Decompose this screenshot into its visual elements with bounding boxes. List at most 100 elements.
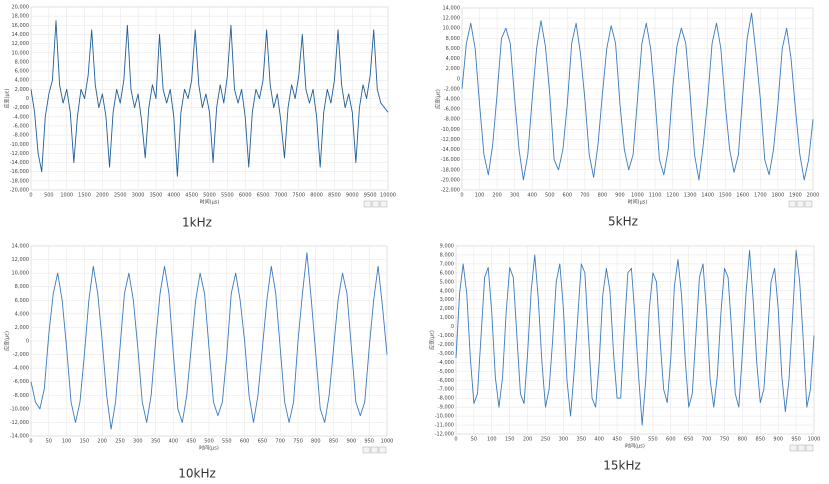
x-tick-label: 2000 (96, 193, 109, 199)
x-tick-label: 250 (541, 437, 551, 443)
x-tick-label: 200 (97, 439, 107, 445)
y-tick-label: -8,000 (13, 393, 29, 399)
x-tick-label: 2500 (114, 193, 127, 199)
x-axis-label: 时间(μs) (199, 445, 219, 452)
y-tick-label: 10,000 (12, 50, 30, 56)
x-tick-label: 1000 (808, 437, 821, 443)
y-tick-label: -18,000 (441, 167, 460, 173)
y-tick-label: -12,000 (10, 420, 29, 426)
x-tick-label: 600 (666, 437, 676, 443)
y-tick-label: 18,000 (12, 14, 30, 20)
y-tick-label: -3,000 (438, 351, 454, 357)
y-tick-label: -14,000 (10, 434, 29, 440)
y-axis-label: 应变(με) (435, 89, 442, 109)
x-tick-label: 600 (240, 439, 250, 445)
y-tick-label: 6,000 (446, 46, 460, 52)
y-tick-label: 8,000 (446, 36, 460, 42)
chart-caption: 5kHz (608, 215, 638, 229)
y-tick-label: 10,000 (12, 271, 30, 277)
x-tick-label: 900 (347, 439, 357, 445)
x-tick-label: 800 (738, 437, 748, 443)
toolbar-button (379, 200, 388, 208)
toolbar-button (797, 444, 806, 452)
y-tick-label: 5,000 (440, 279, 454, 285)
y-tick-label: -12,000 (10, 151, 29, 157)
toolbar-button (378, 446, 387, 454)
x-tick-label: 1800 (772, 193, 785, 199)
y-tick-label: -4,000 (13, 114, 29, 120)
x-tick-label: 300 (510, 193, 520, 199)
x-tick-label: 5000 (203, 193, 216, 199)
y-tick-label: -11,000 (435, 423, 454, 429)
y-tick-label: -8,000 (13, 133, 29, 139)
x-tick-label: 1400 (701, 193, 714, 199)
y-tick-label: 2,000 (15, 325, 29, 331)
y-tick-label: -22,000 (441, 188, 460, 194)
x-tick-label: 1600 (736, 193, 749, 199)
y-tick-label: -20,000 (441, 177, 460, 183)
x-tick-label: 300 (559, 437, 569, 443)
x-tick-label: 6000 (239, 193, 252, 199)
y-tick-label: 14,000 (12, 244, 30, 250)
x-tick-label: 500 (204, 439, 214, 445)
x-tick-label: 900 (615, 193, 625, 199)
x-tick-label: 1300 (684, 193, 697, 199)
y-tick-label: 2,000 (440, 306, 454, 312)
x-tick-label: 200 (523, 437, 533, 443)
x-tick-label: 1000 (631, 193, 644, 199)
x-tick-label: 3000 (132, 193, 145, 199)
y-tick-label: 4,000 (446, 56, 460, 62)
x-tick-label: 500 (545, 193, 555, 199)
y-axis-label: 应变(με) (4, 331, 11, 351)
x-tick-label: 750 (293, 439, 303, 445)
x-tick-label: 600 (563, 193, 573, 199)
y-tick-label: 7,000 (440, 261, 454, 267)
y-tick-label: -2,000 (444, 86, 460, 92)
x-tick-label: 650 (258, 439, 268, 445)
toolbar-button (370, 446, 379, 454)
x-tick-label: 1000 (381, 439, 394, 445)
x-tick-label: 400 (169, 439, 179, 445)
chart-caption: 1kHz (182, 216, 212, 230)
toolbar-button (805, 444, 814, 452)
x-tick-label: 550 (648, 437, 658, 443)
y-tick-label: -16,000 (10, 169, 29, 175)
x-tick-label: 950 (791, 437, 801, 443)
y-tick-label: -10,000 (441, 127, 460, 133)
x-tick-label: 450 (186, 439, 196, 445)
x-tick-label: 150 (80, 439, 90, 445)
signal-line (455, 250, 815, 426)
y-tick-label: -16,000 (441, 157, 460, 163)
x-tick-label: 2000 (807, 193, 820, 199)
y-tick-label: 8,000 (440, 252, 454, 258)
y-axis-label: 应变(με) (4, 89, 11, 109)
x-tick-label: 800 (598, 193, 608, 199)
y-tick-label: 0 (451, 324, 454, 330)
y-tick-label: 8,000 (15, 59, 29, 65)
y-tick-label: 2,000 (446, 66, 460, 72)
x-tick-label: 300 (133, 439, 143, 445)
x-tick-label: 250 (115, 439, 125, 445)
y-tick-label: 20,000 (12, 5, 30, 11)
y-tick-label: 10,000 (443, 26, 461, 32)
y-tick-label: 2,000 (15, 87, 29, 93)
y-tick-label: 4,000 (15, 78, 29, 84)
y-tick-label: -6,000 (13, 379, 29, 385)
x-axis-label: 时间(μs) (628, 199, 648, 206)
x-tick-label: 4000 (167, 193, 180, 199)
y-tick-label: -6,000 (438, 378, 454, 384)
y-tick-label: 16,000 (12, 23, 30, 29)
y-tick-label: 14,000 (443, 6, 461, 12)
y-tick-label: -14,000 (10, 160, 29, 166)
x-tick-label: 850 (756, 437, 766, 443)
toolbar-button (788, 200, 797, 208)
y-tick-label: 4,000 (440, 288, 454, 294)
x-tick-label: 500 (44, 193, 54, 199)
x-tick-label: 850 (329, 439, 339, 445)
x-tick-label: 3500 (150, 193, 163, 199)
y-tick-label: -5,000 (438, 369, 454, 375)
x-tick-label: 100 (62, 439, 72, 445)
y-tick-label: 4,000 (15, 311, 29, 317)
y-tick-label: -2,000 (13, 105, 29, 111)
